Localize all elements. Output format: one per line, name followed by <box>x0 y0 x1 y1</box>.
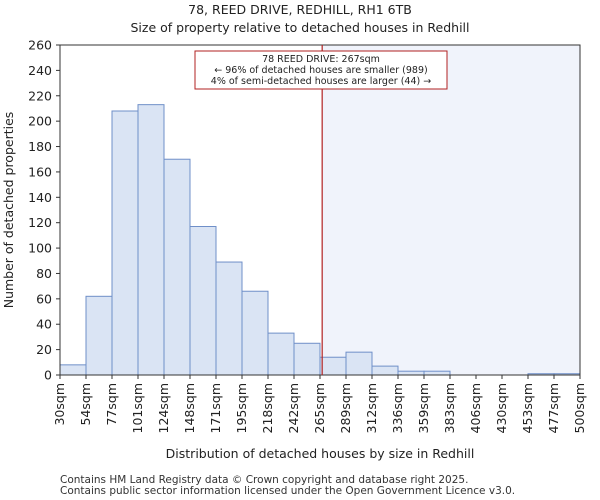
x-tick-label: 242sqm <box>286 383 301 433</box>
histogram-bar <box>267 332 295 376</box>
y-tick-label: 180 <box>28 139 52 154</box>
y-tick-label: 240 <box>28 63 52 78</box>
y-tick-label: 140 <box>28 190 52 205</box>
annotation-line: 4% of semi-detached houses are larger (4… <box>211 76 431 87</box>
x-tick-label: 312sqm <box>364 383 379 433</box>
x-tick-label: 195sqm <box>234 383 249 433</box>
x-tick-label: 383sqm <box>442 383 457 433</box>
annotation-line: 78 REED DRIVE: 267sqm <box>262 54 380 65</box>
histogram-bar <box>319 356 347 376</box>
x-axis-label: Distribution of detached houses by size … <box>166 446 475 461</box>
annotation-line: ← 96% of detached houses are smaller (98… <box>214 65 427 76</box>
histogram-bar <box>85 295 113 376</box>
histogram-bar <box>163 158 191 376</box>
x-tick-label: 148sqm <box>182 383 197 433</box>
y-tick-label: 120 <box>28 215 52 230</box>
histogram-bar <box>423 370 451 376</box>
y-tick-label: 160 <box>28 164 52 179</box>
histogram-bar <box>293 342 321 376</box>
x-tick-label: 359sqm <box>416 383 431 433</box>
x-tick-label: 265sqm <box>312 383 327 433</box>
x-tick-label: 500sqm <box>572 383 587 433</box>
histogram-bar <box>189 226 217 376</box>
histogram-bar <box>137 104 165 376</box>
x-tick-label: 453sqm <box>520 383 535 433</box>
annotation-box <box>194 50 448 90</box>
histogram-bar <box>371 365 399 376</box>
y-tick-label: 0 <box>44 368 52 383</box>
histogram-bar <box>241 290 269 376</box>
y-tick-label: 60 <box>36 291 52 306</box>
y-tick-label: 200 <box>28 114 52 129</box>
footer-line-2: Contains public sector information licen… <box>60 485 516 497</box>
chart-title: 78, REED DRIVE, REDHILL, RH1 6TB <box>188 2 412 17</box>
chart-subtitle: Size of property relative to detached ho… <box>130 20 470 35</box>
histogram-bar <box>111 110 139 376</box>
histogram-bar <box>397 370 425 376</box>
y-axis-label: Number of detached properties <box>1 112 16 309</box>
x-tick-label: 430sqm <box>494 383 509 433</box>
y-tick-label: 260 <box>28 38 52 53</box>
x-tick-label: 289sqm <box>338 383 353 433</box>
highlight-region <box>322 45 580 375</box>
footer-line-1: Contains HM Land Registry data © Crown c… <box>60 474 469 486</box>
x-tick-label: 218sqm <box>260 383 275 433</box>
x-tick-label: 406sqm <box>468 383 483 433</box>
histogram-chart: 0 20 40 60 80 100 120 140 160 180 200 220 240 260 30sq… <box>1 38 587 462</box>
x-tick-label: 477sqm <box>546 383 561 433</box>
y-tick-label: 20 <box>36 342 52 357</box>
x-tick-label: 101sqm <box>130 383 145 433</box>
y-tick-label: 80 <box>36 266 52 281</box>
y-tick-label: 100 <box>28 241 52 256</box>
y-tick-label: 220 <box>28 88 52 103</box>
histogram-bar <box>345 351 373 376</box>
x-tick-label: 124sqm <box>156 383 171 433</box>
x-tick-label: 77sqm <box>104 383 119 426</box>
x-tick-label: 30sqm <box>52 383 67 426</box>
y-tick-label: 40 <box>36 317 52 332</box>
histogram-bar <box>215 261 243 376</box>
x-tick-label: 336sqm <box>390 383 405 433</box>
histogram-bar <box>59 364 87 376</box>
x-tick-label: 54sqm <box>78 383 93 426</box>
x-tick-label: 171sqm <box>208 383 223 433</box>
